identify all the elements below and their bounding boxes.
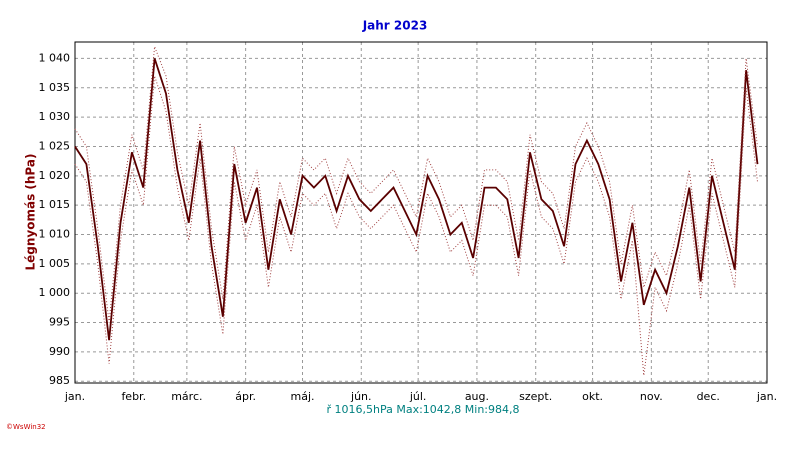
y-tick-label: 1 030 [39,110,71,123]
y-tick-label: 1 035 [39,81,71,94]
x-tick-label: júl. [409,390,427,403]
x-tick-label: márc. [171,390,202,403]
series-line [74,58,759,341]
x-tick-label: nov. [640,390,663,403]
x-tick-label: jan. [756,390,777,403]
y-tick-label: 1 000 [39,286,71,299]
chart-title: Jahr 2023 [362,19,428,33]
y-tick-label: 1 015 [39,198,71,211]
y-tick-label: 1 010 [39,228,71,241]
y-tick-label: 1 005 [39,257,71,270]
x-tick-label: máj. [290,390,314,403]
x-tick-label: febr. [121,390,146,403]
y-tick-label: 1 025 [39,139,71,152]
y-tick-label: 985 [49,374,70,387]
x-tick-label: aug. [465,390,489,403]
x-tick-label: okt. [582,390,603,403]
y-axis-label: Légnyomás (hPa) [24,154,38,271]
y-tick-label: 995 [49,316,70,329]
credit: ©WsWin32 [6,423,46,431]
plot-frame [74,41,768,384]
y-tick-label: 990 [49,345,70,358]
x-tick-label: jún. [350,390,372,403]
y-tick-label: 1 040 [39,51,71,64]
x-tick-label: jan. [64,390,85,403]
x-tick-label: ápr. [235,390,256,403]
y-tick-label: 1 020 [39,169,71,182]
x-tick-label: szept. [519,390,552,403]
footer-stats: ř 1016,5hPa Max:1042,8 Min:984,8 [326,403,519,416]
series-line [74,46,758,323]
x-tick-label: dec. [697,390,720,403]
